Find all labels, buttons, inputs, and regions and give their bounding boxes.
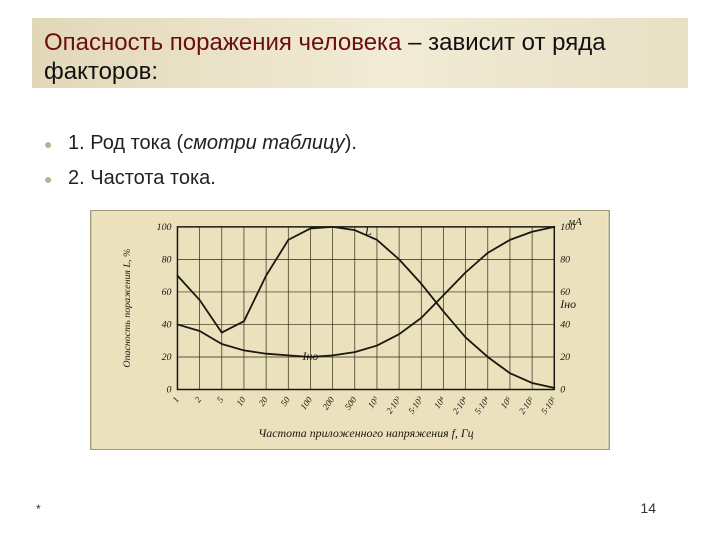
svg-text:Iно: Iно — [302, 349, 319, 363]
svg-text:20: 20 — [162, 352, 172, 363]
svg-text:60: 60 — [162, 287, 172, 298]
svg-text:100: 100 — [157, 222, 172, 233]
svg-text:L: L — [364, 224, 372, 238]
page-number: 14 — [640, 500, 656, 516]
svg-text:20: 20 — [560, 352, 570, 363]
svg-text:80: 80 — [560, 254, 570, 265]
svg-text:40: 40 — [560, 319, 570, 330]
bullet-item-0: 1. Род тока (смотри таблицу). — [44, 132, 357, 155]
svg-text:40: 40 — [162, 319, 172, 330]
chart-svg: 020406080100020406080100мАОпасность пора… — [91, 211, 609, 449]
svg-text:Частота приложенного напряжени: Частота приложенного напряжения f, Гц — [258, 426, 474, 440]
svg-text:80: 80 — [162, 254, 172, 265]
svg-text:Iно: Iно — [559, 297, 576, 311]
footer-mark: * — [36, 502, 41, 516]
title-dash: – — [401, 29, 428, 56]
bullet-list: 1. Род тока (смотри таблицу). 2. Частота … — [44, 132, 357, 202]
bullet-item-1: 2. Частота тока. — [44, 167, 357, 190]
svg-text:мА: мА — [567, 216, 582, 228]
title-accent: Опасность поражения человека — [44, 29, 401, 56]
chart-container: 020406080100020406080100мАОпасность пора… — [90, 210, 610, 450]
svg-text:Опасность поражения L, %: Опасность поражения L, % — [122, 249, 133, 368]
title-band: Опасность поражения человека – зависит о… — [32, 18, 688, 99]
svg-text:0: 0 — [167, 384, 172, 395]
svg-text:0: 0 — [560, 384, 565, 395]
